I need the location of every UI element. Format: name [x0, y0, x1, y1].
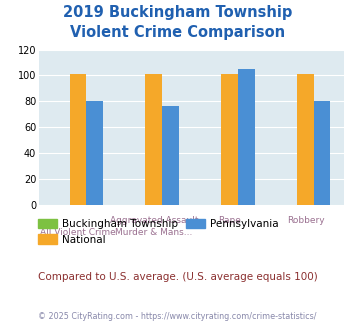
Text: Robbery: Robbery [286, 216, 324, 225]
Text: All Violent Crime: All Violent Crime [40, 228, 116, 237]
Bar [221, 74, 238, 205]
Bar [162, 106, 179, 205]
Bar [70, 74, 86, 205]
Text: Compared to U.S. average. (U.S. average equals 100): Compared to U.S. average. (U.S. average … [38, 272, 317, 282]
Text: 2019 Buckingham Township: 2019 Buckingham Township [63, 5, 292, 20]
Text: © 2025 CityRating.com - https://www.cityrating.com/crime-statistics/: © 2025 CityRating.com - https://www.city… [38, 312, 317, 321]
Text: Aggravated Assault: Aggravated Assault [110, 216, 198, 225]
Text: Rape: Rape [218, 216, 241, 225]
Legend: Buckingham Township, National, Pennsylvania: Buckingham Township, National, Pennsylva… [34, 215, 283, 249]
Text: Murder & Mans...: Murder & Mans... [115, 228, 192, 237]
Bar [314, 101, 331, 205]
Bar [86, 101, 103, 205]
Bar [297, 74, 314, 205]
Bar [238, 69, 255, 205]
Bar [146, 74, 162, 205]
Text: Violent Crime Comparison: Violent Crime Comparison [70, 25, 285, 40]
